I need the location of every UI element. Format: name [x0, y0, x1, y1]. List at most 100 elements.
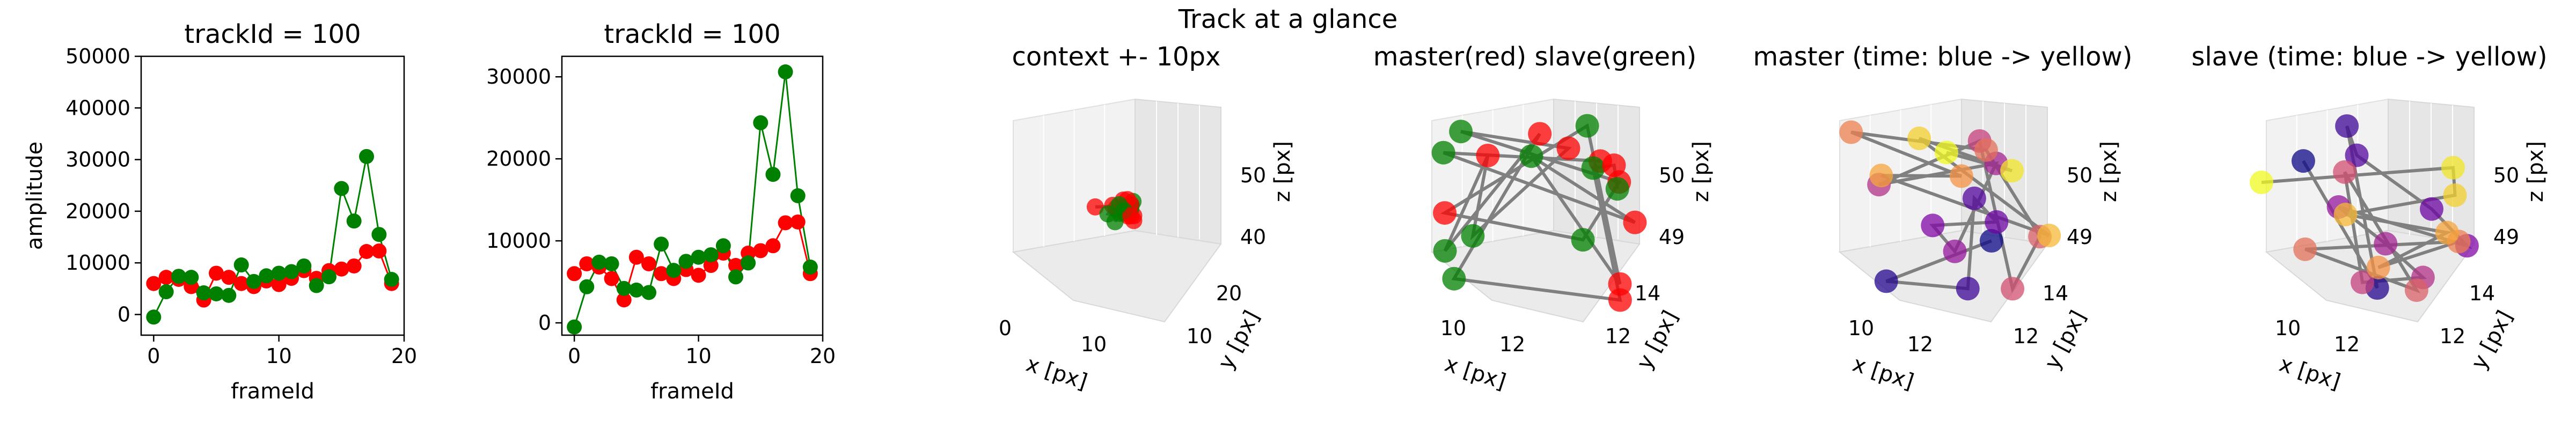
point-3d	[1556, 136, 1580, 160]
point-3d	[1086, 198, 1104, 216]
data-point	[567, 319, 582, 335]
y-axis-label: y [px]	[2040, 307, 2091, 374]
x-tick-label: 12	[2334, 332, 2360, 356]
data-point	[654, 266, 669, 282]
chart-title: context +- 10px	[1012, 42, 1221, 72]
y-tick-label: 30000	[65, 148, 130, 172]
chart-title: master(red) slave(green)	[1373, 42, 1696, 72]
point-3d	[2249, 171, 2273, 195]
data-point	[567, 266, 582, 282]
data-point	[604, 271, 619, 286]
y-tick-label: 10000	[486, 229, 551, 253]
data-point	[641, 285, 656, 300]
data-point	[666, 263, 682, 278]
x-tick-label: 12	[1907, 332, 1933, 356]
data-point	[359, 149, 374, 164]
z-axis-label: z [px]	[2523, 141, 2548, 202]
track-line	[1440, 123, 1636, 302]
point-3d	[1431, 140, 1455, 165]
data-point	[728, 269, 743, 285]
data-point	[371, 243, 387, 259]
chart-title: master (time: blue -> yellow)	[1753, 42, 2133, 72]
point-3d	[1449, 120, 1473, 144]
chart-title: trackId = 100	[184, 19, 361, 49]
point-3d	[1608, 288, 1632, 312]
point-3d	[1869, 164, 1893, 188]
data-point	[802, 260, 818, 275]
data-point	[146, 309, 162, 325]
data-point	[765, 167, 781, 182]
data-point	[221, 270, 237, 285]
data-point	[728, 258, 743, 273]
data-point	[271, 277, 287, 292]
point-3d	[1433, 201, 1457, 225]
x-tick-label: 0	[999, 316, 1012, 340]
data-point	[246, 273, 261, 289]
point-3d	[1581, 156, 1605, 180]
point-3d	[2419, 197, 2443, 221]
data-point	[346, 213, 362, 229]
data-point	[678, 254, 694, 269]
point-3d	[1934, 140, 1958, 165]
data-point	[753, 243, 769, 258]
point-3d	[2345, 143, 2369, 167]
point-3d	[2404, 278, 2428, 302]
data-point	[259, 268, 274, 284]
axes-frame	[561, 55, 824, 336]
y-axis-label: y [px]	[1213, 307, 1264, 374]
data-point	[641, 256, 656, 271]
data-point	[346, 258, 362, 273]
x-tick-label: 10	[266, 344, 291, 368]
y-tick-label: 20000	[486, 147, 551, 171]
point-3d	[1602, 153, 1626, 177]
data-point	[321, 269, 336, 285]
data-point	[616, 292, 632, 308]
x-axis-label: x [px]	[2276, 352, 2343, 395]
y-axis-label: amplitude	[23, 142, 47, 250]
y-tick-label: 30000	[486, 65, 551, 88]
chart-title: trackId = 100	[604, 19, 780, 49]
z-axis-label: z [px]	[2097, 141, 2121, 202]
data-point	[284, 264, 299, 279]
z-tick-label: 40	[1240, 225, 1266, 249]
data-point	[790, 214, 806, 230]
chart-title: slave (time: blue -> yellow)	[2191, 42, 2547, 72]
data-point	[233, 276, 249, 291]
point-3d	[1122, 207, 1140, 225]
data-point	[765, 238, 781, 254]
point-3d	[1442, 267, 1466, 291]
data-point	[209, 265, 224, 281]
point-3d	[1519, 144, 1543, 168]
data-point	[146, 276, 162, 291]
point-3d	[2435, 220, 2459, 245]
z-tick-label: 50	[1240, 164, 1266, 187]
data-point	[384, 272, 399, 287]
point-3d	[1985, 210, 2009, 234]
x-tick-label: 12	[1499, 332, 1525, 356]
data-point	[296, 258, 312, 273]
point-3d	[1874, 269, 1898, 293]
z-tick-label: 50	[1659, 164, 1685, 187]
point-3d	[1921, 213, 1945, 238]
data-point	[271, 265, 287, 281]
figure-suptitle: Track at a glance	[1178, 4, 1398, 34]
point-3d	[2333, 160, 2357, 184]
x-tick-label: 20	[391, 344, 417, 368]
point-3d	[2037, 224, 2061, 248]
point-3d	[2374, 232, 2398, 256]
x-tick-label: 10	[1848, 316, 1874, 340]
data-point	[184, 270, 199, 285]
data-point	[196, 285, 211, 301]
data-point	[790, 188, 806, 203]
point-3d	[2441, 156, 2465, 180]
data-point	[171, 269, 186, 284]
data-point	[579, 256, 595, 271]
point-3d	[1962, 186, 1986, 210]
track-line	[2261, 125, 2473, 293]
point-3d	[1974, 138, 1998, 162]
point-3d	[2366, 255, 2390, 279]
point-3d	[2443, 183, 2467, 208]
x-axis-label: frameId	[231, 379, 314, 404]
x-axis-label: frameId	[650, 379, 734, 404]
series-line-2	[573, 71, 811, 328]
